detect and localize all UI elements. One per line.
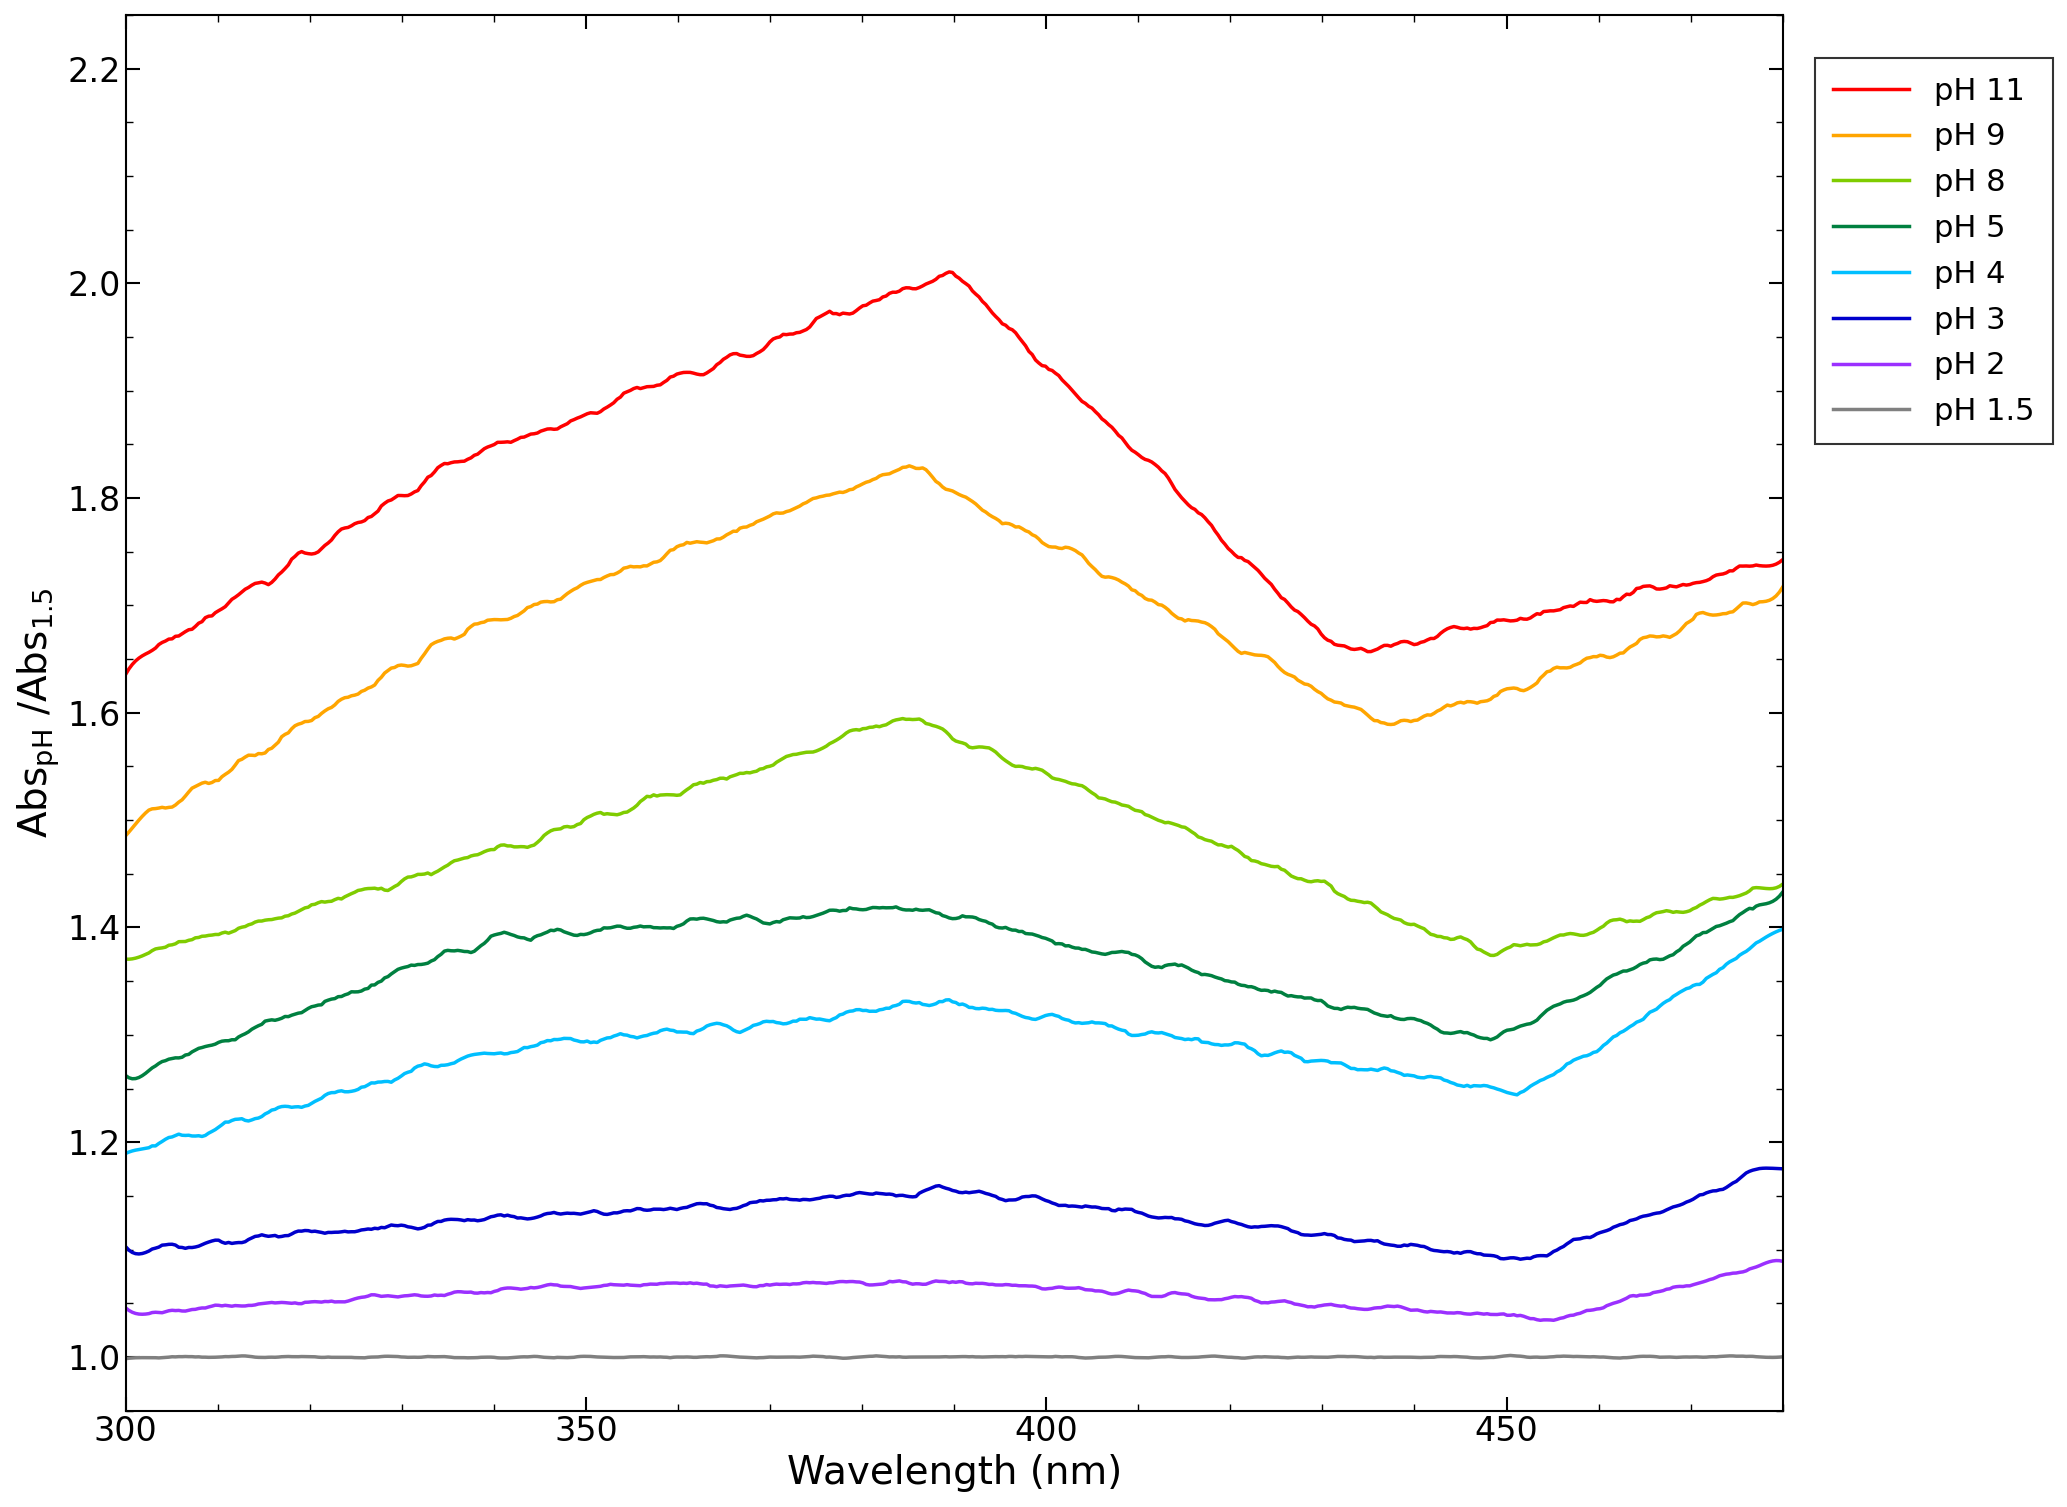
pH 1.5 — [1734, 1347, 1759, 1365]
pH 3 — [901, 1188, 926, 1206]
pH 2 — [1472, 1305, 1497, 1323]
pH 3 — [1734, 1163, 1759, 1181]
pH 11 — [114, 666, 138, 684]
pH 4 — [1769, 921, 1794, 939]
pH 8 — [1017, 760, 1042, 778]
pH 9 — [897, 457, 922, 475]
pH 9 — [1734, 594, 1759, 612]
pH 8 — [891, 710, 916, 728]
pH 9 — [1104, 570, 1129, 588]
pH 1.5 — [901, 1347, 926, 1365]
pH 4 — [1472, 1076, 1497, 1094]
pH 8 — [907, 710, 932, 728]
pH 3 — [1011, 1188, 1036, 1206]
Line: pH 2: pH 2 — [126, 1260, 1782, 1320]
pH 9 — [1013, 521, 1038, 540]
pH 5 — [120, 1070, 145, 1088]
pH 9 — [114, 827, 138, 845]
pH 11 — [909, 277, 934, 295]
pH 1.5 — [1472, 1349, 1497, 1367]
pH 4 — [901, 993, 926, 1011]
pH 2 — [1763, 1251, 1788, 1269]
X-axis label: Wavelength (nm): Wavelength (nm) — [788, 1454, 1122, 1492]
pH 2 — [114, 1299, 138, 1317]
pH 8 — [918, 716, 943, 734]
pH 8 — [1106, 794, 1131, 812]
pH 8 — [114, 949, 138, 967]
pH 1.5 — [1769, 1347, 1794, 1365]
pH 11 — [901, 280, 926, 298]
pH 11 — [1734, 558, 1759, 576]
Legend: pH 11, pH 9, pH 8, pH 5, pH 4, pH 3, pH 2, pH 1.5: pH 11, pH 9, pH 8, pH 5, pH 4, pH 3, pH … — [1815, 59, 2053, 445]
pH 2 — [909, 1275, 934, 1293]
pH 3 — [1769, 1160, 1794, 1178]
pH 11 — [936, 262, 961, 280]
pH 5 — [1474, 1029, 1499, 1047]
pH 2 — [1769, 1252, 1794, 1270]
pH 1.5 — [114, 1350, 138, 1368]
Line: pH 5: pH 5 — [126, 892, 1782, 1079]
Line: pH 8: pH 8 — [126, 719, 1782, 960]
pH 4 — [1011, 1007, 1036, 1025]
pH 9 — [1474, 692, 1499, 710]
pH 2 — [1528, 1311, 1552, 1329]
pH 11 — [1769, 550, 1794, 568]
pH 4 — [1100, 1017, 1124, 1035]
Y-axis label: Abs$_{\mathregular{pH}}$ /Abs$_{\mathregular{1.5}}$: Abs$_{\mathregular{pH}}$ /Abs$_{\mathreg… — [14, 588, 62, 838]
pH 11 — [1474, 616, 1499, 634]
pH 5 — [914, 901, 938, 919]
pH 2 — [1011, 1276, 1036, 1295]
pH 5 — [1104, 943, 1129, 961]
pH 1.5 — [1011, 1347, 1036, 1365]
pH 3 — [1509, 1251, 1534, 1269]
pH 1.5 — [1499, 1346, 1523, 1364]
Line: pH 1.5: pH 1.5 — [126, 1355, 1782, 1359]
pH 4 — [1730, 943, 1755, 961]
Line: pH 9: pH 9 — [126, 466, 1782, 836]
pH 11 — [1104, 422, 1129, 440]
pH 4 — [909, 995, 934, 1013]
Line: pH 4: pH 4 — [126, 930, 1782, 1153]
pH 3 — [1100, 1201, 1124, 1219]
pH 5 — [1013, 924, 1038, 942]
pH 1.5 — [909, 1347, 934, 1365]
pH 3 — [1753, 1159, 1778, 1177]
pH 5 — [1734, 901, 1759, 919]
pH 9 — [1769, 579, 1794, 597]
pH 2 — [901, 1275, 926, 1293]
Line: pH 3: pH 3 — [126, 1168, 1782, 1260]
pH 9 — [903, 460, 928, 478]
pH 3 — [909, 1183, 934, 1201]
pH 8 — [1478, 946, 1503, 964]
pH 5 — [1769, 883, 1794, 901]
pH 3 — [114, 1237, 138, 1255]
pH 9 — [914, 461, 938, 479]
pH 5 — [114, 1067, 138, 1085]
pH 8 — [1736, 882, 1761, 900]
pH 5 — [903, 900, 928, 918]
pH 3 — [1472, 1246, 1497, 1264]
Line: pH 11: pH 11 — [126, 271, 1782, 675]
pH 11 — [1013, 336, 1038, 354]
pH 8 — [1769, 876, 1794, 894]
pH 4 — [114, 1144, 138, 1162]
pH 8 — [116, 951, 141, 969]
pH 2 — [1100, 1285, 1124, 1304]
pH 1.5 — [1100, 1347, 1124, 1365]
pH 2 — [1734, 1261, 1759, 1279]
